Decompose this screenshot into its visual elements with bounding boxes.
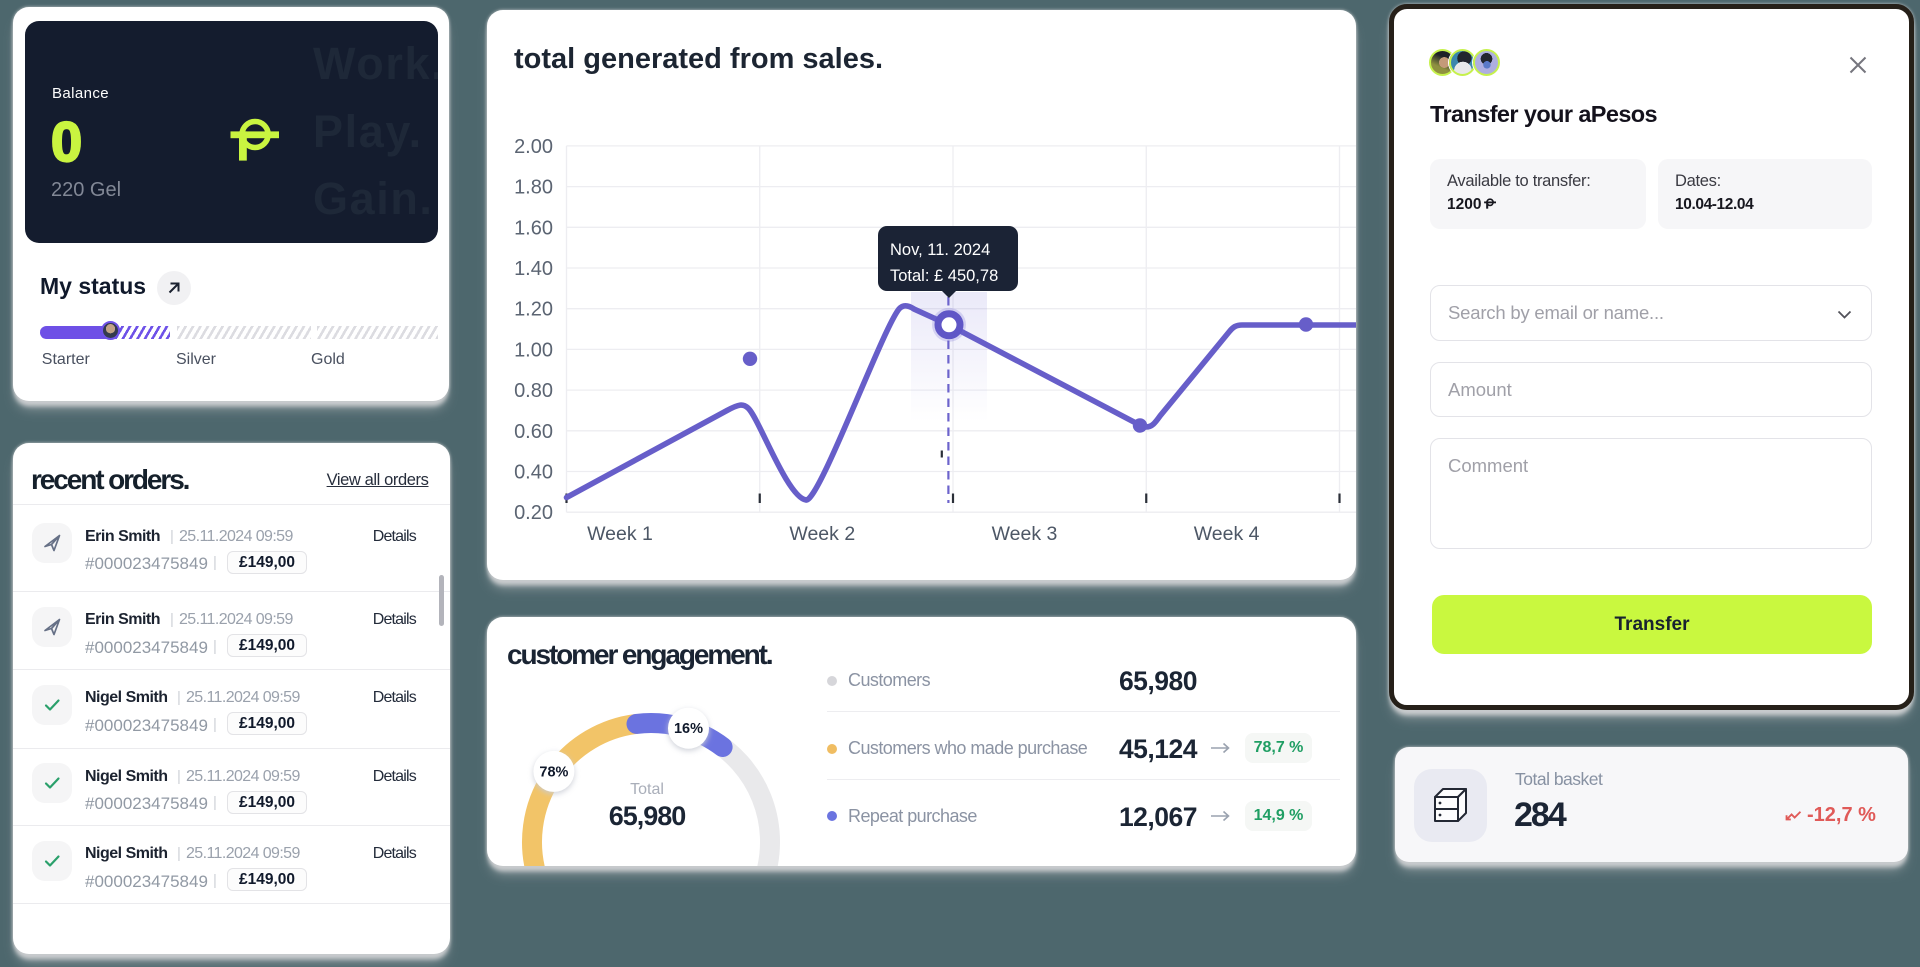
svg-text:0.40: 0.40 [514, 462, 553, 484]
svg-text:0.80: 0.80 [514, 380, 553, 402]
svg-text:0.60: 0.60 [514, 421, 553, 443]
svg-text:Week 1: Week 1 [587, 523, 653, 545]
svg-text:1.60: 1.60 [514, 217, 553, 239]
svg-text:1.80: 1.80 [514, 177, 553, 199]
svg-text:Week 3: Week 3 [992, 523, 1058, 545]
svg-text:16%: 16% [674, 721, 703, 737]
svg-text:78%: 78% [539, 764, 568, 780]
svg-text:2.00: 2.00 [514, 136, 553, 158]
svg-text:Week 4: Week 4 [1194, 523, 1260, 545]
svg-text:1.20: 1.20 [514, 299, 553, 321]
svg-text:Week 2: Week 2 [789, 523, 855, 545]
svg-text:0.20: 0.20 [514, 502, 553, 524]
svg-text:1.00: 1.00 [514, 339, 553, 361]
svg-text:1.40: 1.40 [514, 258, 553, 280]
